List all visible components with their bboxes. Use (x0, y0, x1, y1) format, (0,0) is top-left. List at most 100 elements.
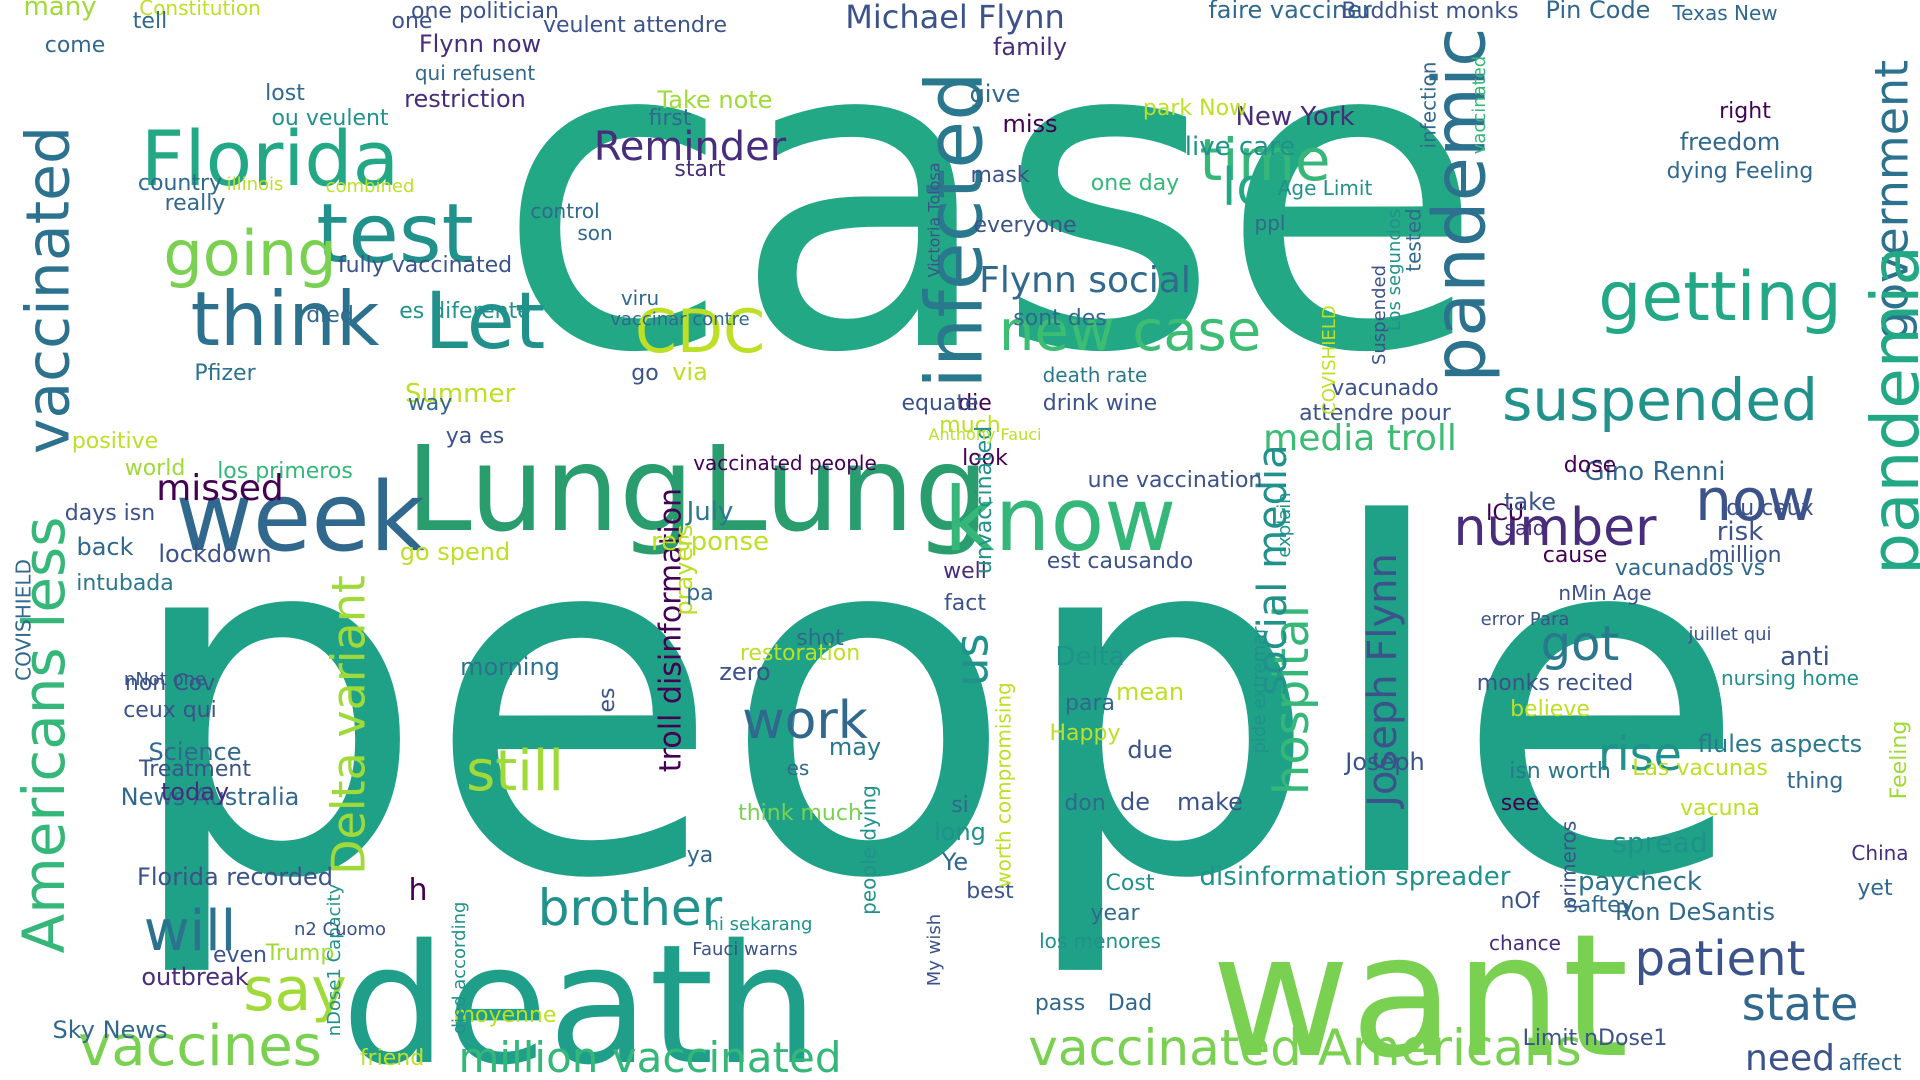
word-test-8: test (316, 187, 473, 282)
word-news-australia-58: News Australia (121, 783, 300, 811)
word-une-vaccination-133: une vaccination (1088, 468, 1263, 493)
word-country-79: country (138, 171, 222, 196)
word-covishield-184: COVISHIELD (1319, 305, 1340, 415)
word-new-case-16: new case (999, 299, 1261, 364)
word-joseph-198: Joseph (1343, 748, 1424, 776)
word-gino-renni-50: Gino Renni (1584, 457, 1725, 487)
word-florida-9: Florida (141, 114, 400, 203)
word-patient-34: patient (1635, 931, 1806, 987)
word-es-diferente-67: es diferente (399, 299, 531, 324)
word-disinformation-spreader-52: disinformation spreader (1200, 862, 1511, 892)
word-one-politician-72: one politician (411, 0, 559, 24)
word-covishield-220: COVISHIELD (12, 559, 36, 681)
word-paycheck-54: paycheck (1578, 867, 1702, 897)
word-florida-recorded-59: Florida recorded (137, 863, 333, 891)
word-flynn-social-49: Flynn social (979, 260, 1191, 301)
word-nnot-one-212: nNot one (124, 669, 206, 690)
word-saftey-176: saftey (1566, 893, 1633, 918)
word-today-63: today (161, 778, 229, 806)
word-everyone-85: everyone (973, 213, 1076, 238)
word-sont-des-86: sont des (1013, 306, 1106, 331)
word-positive-102: positive (72, 429, 158, 454)
word-es-142: es (787, 756, 810, 780)
word-viru-201: viru (621, 286, 659, 310)
word-flynn-now-78: Flynn now (419, 30, 541, 58)
word-prayers-107: prayers (670, 524, 698, 615)
word-government-21: government (1865, 60, 1919, 340)
word-anti-171: anti (1780, 642, 1830, 672)
word-million-162: million (1708, 543, 1781, 568)
word-fact-130: fact (944, 591, 986, 616)
word-think-much-115: think much (738, 801, 862, 826)
word-best-139: best (966, 879, 1014, 904)
word-may-114: may (829, 733, 881, 761)
word-start-206: start (674, 157, 726, 182)
word-pandemia-22: pandemia (1857, 245, 1920, 575)
word-restriction-71: restriction (404, 85, 526, 113)
word-si-141: si (951, 793, 969, 818)
word-mean-117: mean (1116, 678, 1184, 706)
word-h-144: h (408, 873, 427, 908)
word-control-204: control (530, 199, 599, 223)
word-reminder-46: Reminder (594, 124, 787, 170)
word-go-spend-137: go spend (400, 538, 511, 566)
word-believe-170: believe (1510, 697, 1590, 722)
word-lo-18: lo (1222, 158, 1268, 218)
word-death-2: death (342, 909, 819, 1080)
word-want-3: want (1211, 898, 1629, 1080)
word-morning-110: morning (460, 653, 560, 681)
word-make-123: make (1177, 788, 1243, 816)
word-ya-es-136: ya es (446, 424, 505, 449)
word-trump-147: Trump (265, 941, 335, 966)
word-juillet-qui-216: juillet qui (1687, 624, 1771, 645)
word-joseph-flynn-41: Joseph Flynn (1360, 553, 1406, 810)
word-treatment-210: Treatment (138, 757, 251, 782)
word-live-care-97: live care (1185, 132, 1295, 162)
word-zero-113: zero (719, 658, 770, 686)
word-way-135: way (408, 391, 453, 416)
word-long-138: long (934, 818, 986, 846)
word-error-para-215: error Para (1481, 609, 1570, 630)
word-got-32: got (1541, 616, 1620, 672)
word-people-1: people (121, 425, 1748, 984)
word-moyenne-148: moyenne (454, 1003, 557, 1028)
word-work-29: work (742, 691, 868, 751)
word-vaccines-25: vaccines (78, 1014, 322, 1079)
word-one-day-80: one day (1091, 171, 1179, 196)
word-isn-worth-168: isn worth (1509, 759, 1611, 784)
word-los-primeros-100: los primeros (217, 459, 353, 484)
word-week-7: week (175, 463, 425, 573)
word-fauci-warns-195: Fauci warns (692, 939, 797, 960)
word-primeros-219: primeros (1557, 821, 1581, 910)
word-monks-recited-169: monks recited (1477, 671, 1633, 696)
word-nmin-age-214: nMin Age (1558, 581, 1651, 605)
word-pfizer-65: Pfizer (194, 361, 256, 386)
word-vacunado-182: vacunado (1331, 376, 1438, 401)
word-friend-145: friend (360, 1046, 424, 1071)
word-take-note-70: Take note (657, 86, 773, 114)
word-outbreak-64: outbreak (141, 963, 248, 991)
word-first-207: first (649, 106, 692, 131)
word-ou-veulent-155: ou veulent (271, 106, 388, 131)
word-ya-143: ya (687, 843, 714, 868)
word-ron-desantis-55: Ron DeSantis (1615, 898, 1775, 926)
word-social-media-44: social media (1250, 444, 1296, 695)
word-via-199: via (672, 358, 708, 386)
word-missed-47: missed (156, 468, 284, 509)
word-right-94: right (1719, 99, 1771, 124)
word-ni-sekarang-194: ni sekarang (708, 914, 813, 935)
word-really-151: really (165, 191, 226, 216)
word-constitution-76: Constitution (139, 0, 261, 20)
word-pa-109: pa (686, 581, 713, 606)
word-es-203: es (595, 688, 620, 713)
word-cdc-17: CDC (635, 297, 765, 367)
word-now-36: now (1695, 466, 1815, 534)
word-thing-173: thing (1787, 769, 1844, 794)
word-much-134: much (939, 413, 1000, 438)
word-age-limit-96: Age Limit (1278, 176, 1373, 200)
word-worth-compromising-189: worth compromising (992, 682, 1016, 888)
word-year-125: year (1090, 901, 1140, 926)
word-mask-84: mask (970, 163, 1029, 188)
